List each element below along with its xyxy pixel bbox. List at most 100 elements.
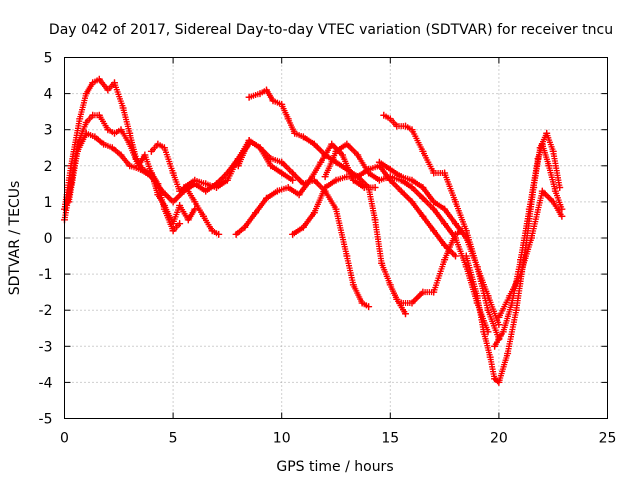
data-point — [551, 187, 559, 195]
data-point — [310, 140, 318, 148]
data-point — [202, 187, 210, 195]
data-point — [452, 220, 459, 228]
data-point — [141, 151, 149, 159]
data-point — [558, 212, 566, 220]
data-point — [441, 241, 449, 249]
data-point — [408, 299, 416, 307]
data-point — [517, 256, 525, 264]
data-point — [491, 375, 499, 383]
data-point — [95, 111, 103, 119]
data-point — [263, 86, 270, 94]
data-point — [452, 230, 459, 238]
data-point — [126, 129, 134, 137]
data-point — [104, 86, 112, 94]
data-point — [419, 212, 427, 220]
data-point — [419, 194, 427, 202]
data-point — [180, 184, 188, 191]
data-point — [452, 198, 459, 206]
data-point — [278, 158, 286, 166]
data-point — [245, 137, 253, 144]
data-point — [504, 350, 512, 357]
data-point — [556, 184, 564, 191]
data-point — [291, 129, 299, 137]
data-point — [538, 187, 546, 195]
data-point — [200, 212, 207, 220]
data-point — [321, 173, 329, 181]
data-point — [154, 140, 162, 148]
data-point — [430, 205, 438, 213]
data-point — [147, 173, 155, 181]
series-track-p — [495, 187, 566, 321]
data-point — [295, 191, 303, 199]
y-tick-label: -4 — [39, 375, 53, 391]
y-tick-label: -2 — [39, 303, 53, 319]
data-point — [408, 176, 416, 184]
data-point — [137, 165, 144, 173]
data-point — [65, 198, 73, 206]
data-point — [397, 173, 405, 181]
data-point — [402, 122, 409, 130]
data-point — [111, 129, 118, 137]
data-point — [558, 205, 566, 213]
data-point — [441, 220, 449, 228]
data-point — [111, 79, 118, 87]
data-point — [317, 158, 325, 166]
data-point — [506, 292, 514, 300]
data-point — [525, 205, 533, 213]
data-point — [245, 93, 253, 101]
data-point — [380, 111, 388, 119]
data-point — [117, 151, 125, 159]
data-point — [441, 256, 449, 264]
data-point — [263, 194, 270, 202]
data-point — [289, 176, 297, 184]
data-point — [386, 165, 394, 173]
data-point — [126, 140, 134, 148]
data-point — [256, 144, 264, 152]
data-point — [458, 227, 466, 235]
data-point — [358, 299, 366, 307]
data-point — [82, 90, 90, 98]
data-point — [95, 75, 103, 83]
data-point — [508, 299, 516, 307]
data-point — [91, 133, 99, 141]
x-tick-label: 15 — [381, 431, 399, 447]
data-point — [76, 115, 84, 123]
data-point — [441, 205, 449, 213]
x-tick-label: 20 — [490, 431, 508, 447]
data-point — [512, 306, 520, 314]
data-point — [117, 126, 125, 134]
data-point — [441, 169, 449, 177]
data-point — [484, 292, 492, 300]
data-point — [419, 147, 427, 155]
y-tick-label: 4 — [44, 87, 53, 103]
data-point — [349, 281, 357, 289]
data-point — [202, 180, 210, 188]
data-point — [386, 281, 394, 289]
data-point — [452, 252, 459, 260]
data-point — [241, 223, 249, 231]
data-point — [191, 198, 199, 206]
data-point — [462, 252, 470, 260]
data-point — [480, 328, 488, 336]
data-point — [343, 252, 351, 260]
data-point — [176, 202, 184, 209]
data-point — [549, 198, 557, 206]
data-point — [160, 144, 168, 152]
data-point — [191, 176, 199, 184]
data-point — [408, 198, 416, 206]
data-point — [495, 313, 503, 321]
data-point — [332, 205, 340, 213]
y-axis-label: SDTVAR / TECUs — [7, 181, 23, 296]
data-point — [499, 328, 507, 336]
data-point — [289, 230, 297, 238]
x-axis-label: GPS time / hours — [276, 459, 393, 475]
plot-frame — [64, 57, 608, 419]
data-point — [365, 184, 373, 191]
data-point — [354, 173, 362, 181]
data-point — [534, 155, 542, 163]
data-point — [354, 151, 362, 159]
data-point — [158, 187, 166, 195]
data-point — [267, 155, 275, 163]
data-point — [473, 263, 481, 271]
